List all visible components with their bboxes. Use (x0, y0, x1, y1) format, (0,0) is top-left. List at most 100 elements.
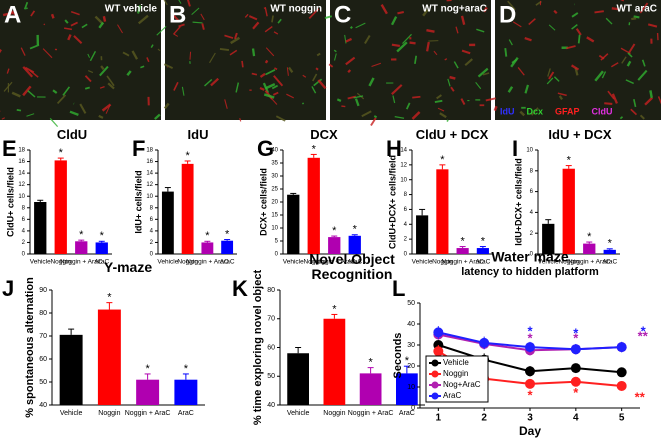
bar (456, 248, 469, 254)
cell-fiber (649, 90, 653, 99)
cell-fiber (434, 99, 443, 103)
x-tick-label: Vehicle (412, 259, 433, 266)
cell-fiber (274, 67, 278, 71)
point (433, 346, 444, 357)
cell-fiber (344, 34, 347, 44)
panel-letter: C (334, 1, 351, 28)
cell-fiber (273, 75, 284, 87)
significance: * (353, 224, 358, 236)
cell-fiber (607, 90, 615, 100)
x-tick-label: 4 (573, 413, 579, 424)
cell-fiber (364, 34, 371, 45)
micrograph (330, 0, 491, 120)
bar (323, 318, 346, 405)
y-tick-label: 6 (530, 189, 534, 195)
cell-fiber (347, 69, 352, 73)
cell-fiber (265, 47, 275, 57)
cell-fiber (251, 72, 258, 76)
micrograph (0, 0, 161, 120)
cell-fiber (493, 105, 498, 112)
point (616, 342, 627, 353)
stain-label: GFAP (555, 106, 580, 116)
cell-fiber (571, 12, 579, 18)
legend-label: AraC (443, 391, 461, 400)
chart-title: Water maze (491, 249, 569, 265)
cell-fiber (577, 34, 581, 44)
y-tick-label: 4 (404, 222, 408, 228)
cell-fiber (23, 1, 29, 10)
cell-fiber (511, 58, 518, 64)
cell-fiber (271, 15, 274, 23)
cell-fiber (341, 105, 346, 108)
title-box: Novel Object Recognition (309, 252, 395, 281)
cell-fiber (172, 26, 181, 35)
cell-fiber (361, 110, 372, 118)
legend-label: Noggin (443, 369, 468, 378)
cell-fiber (29, 44, 40, 50)
cell-fiber (150, 44, 154, 48)
cell-fiber (234, 32, 238, 40)
cell-fiber (558, 95, 563, 100)
legend-marker (431, 392, 439, 400)
cell-fiber (621, 56, 627, 64)
cell-fiber (273, 31, 279, 35)
cell-fiber (87, 53, 90, 58)
y-tick-label: 70 (39, 333, 47, 340)
cell-fiber (594, 10, 604, 14)
y-tick-label: 2 (150, 240, 154, 246)
cell-fiber (354, 98, 360, 107)
cell-fiber (461, 49, 471, 55)
stain-label: IdU (500, 106, 515, 116)
cell-fiber (507, 0, 516, 11)
panel-letter: I (512, 136, 518, 161)
bar (416, 215, 429, 254)
cell-fiber (16, 109, 22, 112)
y-tick-label: 10 (271, 226, 278, 232)
x-tick-label: 5 (619, 413, 625, 424)
panel-letter: E (2, 136, 17, 161)
cell-fiber (475, 81, 482, 90)
bar (542, 223, 555, 254)
significance: * (573, 330, 579, 345)
x-tick-label: 1 (436, 413, 442, 424)
y-tick-label: 18 (18, 148, 25, 154)
y-tick-label: 40 (267, 402, 275, 409)
cell-fiber (131, 50, 139, 60)
cell-fiber (270, 97, 278, 105)
cell-fiber (210, 77, 219, 87)
cell-fiber (146, 57, 150, 63)
cell-fiber (288, 66, 294, 73)
cell-fiber (566, 45, 576, 50)
cell-fiber (412, 95, 421, 99)
y-tick-label: 10 (407, 384, 415, 391)
cell-fiber (512, 21, 522, 28)
cell-fiber (6, 68, 10, 74)
cell-fiber (106, 75, 115, 87)
cell-fiber (67, 34, 72, 41)
bar (34, 202, 47, 254)
image-caption: WT noggin (270, 4, 322, 15)
cell-fiber (1, 117, 5, 120)
chart-title: CldU (56, 128, 88, 142)
cell-fiber (20, 47, 26, 56)
cell-fiber (286, 67, 289, 76)
cell-fiber (647, 23, 658, 28)
y-tick-label: 4 (22, 228, 26, 234)
cell-fiber (69, 110, 79, 116)
x-tick-label: 3 (527, 413, 533, 424)
panel-letter: G (257, 136, 274, 161)
y-tick-label: 5 (275, 239, 279, 245)
cell-fiber (11, 91, 21, 98)
micrograph (165, 0, 326, 120)
cell-fiber (0, 49, 2, 54)
point (570, 376, 581, 387)
cell-fiber (414, 55, 418, 65)
cell-fiber (571, 24, 578, 30)
cell-fiber (49, 117, 59, 128)
cell-fiber (98, 21, 105, 29)
cell-fiber (315, 67, 319, 71)
cell-fiber (530, 107, 539, 116)
cell-fiber (99, 86, 105, 89)
y-tick-label: 4 (150, 228, 154, 234)
cell-fiber (264, 7, 268, 17)
